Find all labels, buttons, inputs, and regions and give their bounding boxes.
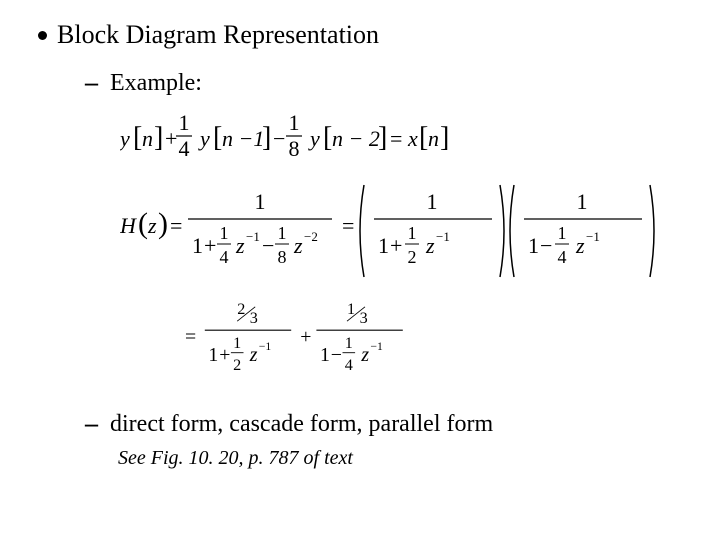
svg-text:4: 4 (179, 136, 190, 161)
svg-text:−1: −1 (259, 340, 272, 353)
svg-text:H: H (120, 213, 137, 238)
svg-text:1: 1 (233, 334, 241, 352)
svg-text:+: + (204, 233, 216, 258)
svg-text:1: 1 (378, 233, 389, 258)
equation-2: H ( z ) = 1 1 + 1 4 z −1 − 1 8 z −2 = (120, 171, 680, 291)
svg-text:−1: −1 (370, 340, 383, 353)
svg-text:−1: −1 (436, 229, 450, 244)
svg-text:1: 1 (208, 344, 218, 366)
svg-text:=: = (185, 326, 196, 348)
svg-text:3: 3 (360, 309, 368, 327)
svg-text:x: x (407, 126, 418, 151)
svg-text:z: z (293, 233, 303, 258)
svg-text:=: = (390, 126, 402, 151)
svg-text:−1: −1 (246, 229, 260, 244)
forms-text: direct form, cascade form, parallel form (110, 411, 493, 438)
svg-text:=: = (342, 213, 354, 238)
svg-text:[: [ (133, 122, 142, 153)
equation-1: y [ n ] + 1 4 y [ n −1 ] − 1 8 y [ n − 2… (120, 108, 540, 166)
svg-text:4: 4 (220, 247, 229, 267)
svg-text:z: z (360, 344, 369, 366)
svg-text:]: ] (262, 122, 271, 153)
bullet-icon (38, 31, 47, 40)
svg-text:z: z (249, 344, 258, 366)
dash-icon: – (85, 409, 98, 439)
svg-text:[: [ (323, 122, 332, 153)
svg-text:]: ] (378, 122, 387, 153)
svg-text:3: 3 (250, 309, 258, 327)
svg-text:y: y (308, 126, 320, 151)
svg-text:8: 8 (289, 136, 300, 161)
svg-text:+: + (165, 126, 177, 151)
svg-text:1: 1 (220, 223, 229, 243)
svg-text:1: 1 (558, 223, 567, 243)
equation-3: = 2 3 1 + 1 2 z −1 + 1 3 1 − 1 4 (120, 296, 520, 386)
svg-text:1: 1 (345, 334, 353, 352)
svg-text:4: 4 (345, 356, 353, 374)
svg-text:n − 2: n − 2 (332, 126, 380, 151)
svg-text:1: 1 (289, 110, 300, 135)
math-area: y [ n ] + 1 4 y [ n −1 ] − 1 8 y [ n − 2… (120, 108, 690, 391)
svg-text:n: n (142, 126, 153, 151)
svg-text:[: [ (213, 122, 222, 153)
svg-text:1: 1 (255, 189, 266, 214)
svg-text:=: = (170, 213, 182, 238)
forms-row: – direct form, cascade form, parallel fo… (85, 409, 690, 439)
svg-text:z: z (147, 213, 157, 238)
svg-text:1: 1 (528, 233, 539, 258)
svg-text:4: 4 (558, 247, 567, 267)
svg-text:1: 1 (427, 189, 438, 214)
svg-text:z: z (425, 233, 435, 258)
svg-text:]: ] (154, 122, 163, 153)
svg-text:]: ] (440, 122, 449, 153)
svg-text:1: 1 (192, 233, 203, 258)
svg-text:−2: −2 (304, 229, 318, 244)
svg-text:−: − (540, 233, 552, 258)
svg-text:2: 2 (408, 247, 417, 267)
svg-text:1: 1 (408, 223, 417, 243)
svg-text:(: ( (138, 207, 148, 240)
svg-text:1: 1 (278, 223, 287, 243)
svg-text:−1: −1 (586, 229, 600, 244)
svg-text:−: − (273, 126, 285, 151)
svg-text:z: z (235, 233, 245, 258)
heading-row: Block Diagram Representation (30, 20, 690, 50)
svg-text:1: 1 (577, 189, 588, 214)
svg-text:2: 2 (233, 356, 241, 374)
example-label: Example: (110, 70, 202, 97)
svg-text:−: − (331, 344, 342, 366)
svg-text:+: + (390, 233, 402, 258)
svg-text:−: − (262, 233, 274, 258)
example-row: – Example: (85, 68, 690, 98)
svg-text:y: y (198, 126, 210, 151)
svg-text:+: + (219, 344, 230, 366)
svg-text:y: y (120, 126, 130, 151)
svg-text:n: n (428, 126, 439, 151)
reference-text: See Fig. 10. 20, p. 787 of text (118, 447, 690, 470)
svg-text:1: 1 (179, 110, 190, 135)
dash-icon: – (85, 68, 98, 98)
svg-text:1: 1 (320, 344, 330, 366)
svg-text:): ) (158, 207, 168, 240)
heading-text: Block Diagram Representation (57, 20, 379, 50)
svg-text:+: + (300, 326, 311, 348)
svg-text:[: [ (419, 122, 428, 153)
svg-text:z: z (575, 233, 585, 258)
svg-text:8: 8 (278, 247, 287, 267)
svg-text:n −1: n −1 (222, 126, 264, 151)
